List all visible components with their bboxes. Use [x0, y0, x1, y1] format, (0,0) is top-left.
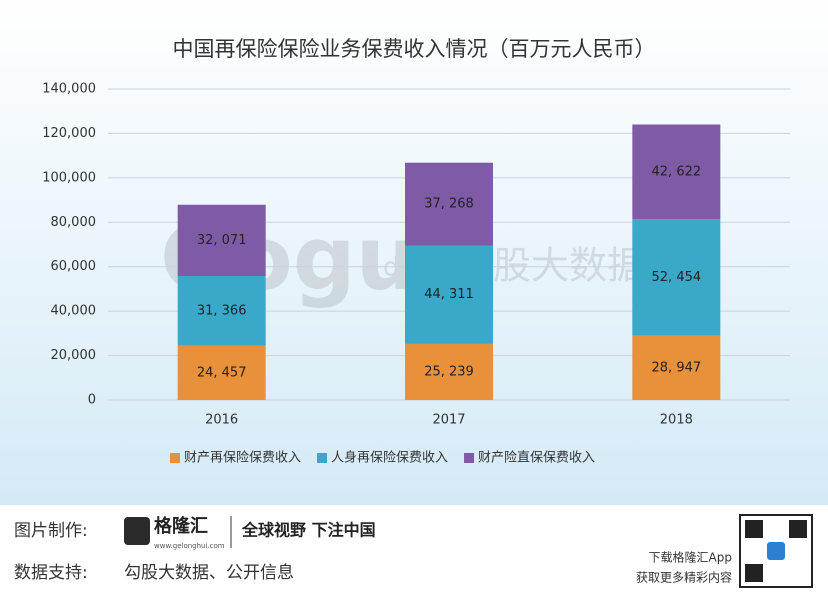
- bar-segment: [177, 345, 266, 400]
- legend-label: 财产险直保保费收入: [478, 451, 595, 466]
- qr-finder: [745, 520, 763, 538]
- legend-label: 人身再保险保费收入: [331, 450, 448, 466]
- data-label: 25, 239: [424, 364, 474, 379]
- data-label: 28, 947: [652, 360, 702, 375]
- bar-segment: [632, 335, 721, 400]
- slogan: 全球视野 下注中国: [241, 521, 376, 540]
- data-label: 37, 268: [424, 197, 474, 212]
- data-label: 32, 071: [197, 233, 247, 248]
- x-tick-label: 2017: [432, 413, 465, 428]
- app-line1: 下载格隆汇App: [649, 550, 732, 565]
- bar-segment: [632, 219, 721, 336]
- bar-segment: [405, 343, 493, 400]
- legend-swatch: [464, 453, 475, 463]
- bar-segment: [177, 275, 266, 346]
- legend-label: 财产再保险保费收入: [184, 451, 301, 466]
- brand: 格隆汇: [154, 515, 208, 537]
- brand-url: www.gelonghui.com: [154, 542, 225, 550]
- app-line2: 获取更多精彩内容: [636, 570, 732, 585]
- y-tick-label: 40,000: [51, 304, 97, 319]
- source-label: 数据支持:: [14, 563, 88, 583]
- bar-segment: [405, 245, 493, 344]
- qr-code: [739, 514, 813, 588]
- y-tick-label: 100,000: [42, 170, 96, 185]
- bar-segment: [177, 204, 266, 276]
- y-tick-label: 80,000: [51, 215, 97, 230]
- y-tick-label: 0: [88, 393, 96, 408]
- source: 勾股大数据、公开信息: [124, 563, 294, 583]
- data-label: 44, 311: [424, 287, 474, 302]
- data-label: 42, 622: [652, 164, 702, 179]
- y-tick-label: 140,000: [42, 82, 96, 97]
- data-label: 31, 366: [197, 303, 247, 318]
- bar-segment: [632, 124, 721, 220]
- bar-segment: [405, 162, 493, 246]
- legend-swatch: [317, 453, 328, 463]
- chart-title: 中国再保险保险业务保费收入情况（百万元人民币）: [173, 37, 656, 61]
- qr-finder: [745, 564, 763, 582]
- y-tick-label: 120,000: [42, 126, 96, 141]
- data-label: 24, 457: [197, 365, 247, 380]
- data-label: 52, 454: [652, 270, 702, 285]
- x-tick-label: 2018: [660, 413, 693, 428]
- legend-swatch: [170, 453, 180, 463]
- x-tick-label: 2016: [205, 413, 238, 428]
- brand-icon: [124, 517, 150, 545]
- y-tick-label: 20,000: [51, 348, 97, 363]
- y-tick-label: 60,000: [51, 259, 97, 274]
- qr-finder: [789, 520, 807, 538]
- maker-label: 图片制作:: [14, 521, 88, 541]
- qr-logo: [767, 542, 785, 560]
